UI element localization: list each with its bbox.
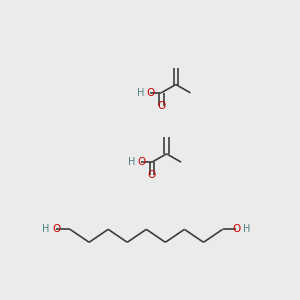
Text: H: H	[128, 157, 136, 167]
Text: O: O	[146, 88, 154, 98]
Text: H: H	[42, 224, 50, 234]
Text: H: H	[137, 88, 145, 98]
Text: O: O	[52, 224, 60, 234]
Text: O: O	[148, 170, 156, 180]
Text: O: O	[157, 101, 165, 111]
Text: H: H	[243, 224, 250, 234]
Text: O: O	[232, 224, 240, 234]
Text: O: O	[137, 157, 145, 167]
